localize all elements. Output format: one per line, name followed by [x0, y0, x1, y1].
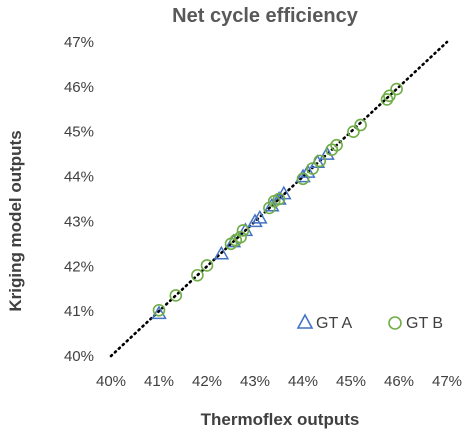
point-gt-b: [330, 138, 343, 152]
y-axis-title: Kriging model outputs: [6, 130, 25, 311]
point-gt-a: [319, 146, 335, 160]
point-gt-b: [152, 303, 166, 317]
y-tick-label: 46%: [64, 79, 94, 96]
y-tick-label: 42%: [64, 258, 94, 275]
y-tick-label: 45%: [64, 124, 94, 141]
point-gt-b: [383, 89, 396, 103]
chart-title: Net cycle efficiency: [172, 5, 359, 27]
point-gt-b: [169, 289, 183, 302]
y-tick-label: 40%: [64, 348, 94, 365]
point-gt-b: [234, 230, 247, 244]
point-gt-b: [354, 118, 367, 132]
y-tick-label: 43%: [64, 213, 94, 230]
point-gt-b: [347, 125, 360, 139]
point-gt-b: [272, 192, 286, 206]
x-tick-label: 42%: [192, 373, 222, 390]
data-points: [151, 82, 403, 320]
point-gt-b: [306, 162, 319, 175]
point-gt-b: [236, 224, 250, 237]
point-gt-a: [264, 197, 280, 212]
legend-label-gt-a: GT A: [316, 315, 352, 332]
legend: GT A GT B: [296, 313, 443, 332]
x-axis-ticks: 40% 41% 42% 43% 44% 45% 46% 47%: [96, 373, 462, 390]
point-gt-a: [295, 168, 311, 183]
x-tick-label: 46%: [384, 373, 414, 390]
x-tick-label: 47%: [432, 373, 462, 390]
legend-marker-gt-a: [296, 313, 314, 329]
legend-marker-gt-b: [388, 316, 402, 330]
x-tick-label: 40%: [96, 373, 126, 390]
x-tick-label: 45%: [336, 373, 366, 390]
point-gt-a: [247, 213, 263, 228]
point-gt-b: [390, 82, 403, 96]
point-gt-a: [213, 245, 230, 260]
y-tick-label: 44%: [64, 169, 94, 186]
point-gt-a: [151, 305, 167, 320]
reference-line: [109, 40, 449, 358]
point-gt-b: [313, 154, 327, 168]
point-gt-b: [296, 172, 310, 186]
x-tick-label: 43%: [240, 373, 270, 390]
x-tick-label: 41%: [144, 373, 174, 390]
point-gt-b: [200, 259, 214, 272]
x-axis-title: Thermoflex outputs: [201, 410, 360, 429]
legend-label-gt-b: GT B: [406, 315, 443, 332]
x-tick-label: 44%: [288, 373, 318, 390]
y-axis-ticks: 40% 41% 42% 43% 44% 45% 46% 47%: [64, 34, 94, 365]
point-gt-a: [252, 209, 268, 224]
point-gt-b: [191, 268, 204, 282]
y-tick-label: 41%: [64, 303, 94, 320]
y-tick-label: 47%: [64, 34, 94, 51]
